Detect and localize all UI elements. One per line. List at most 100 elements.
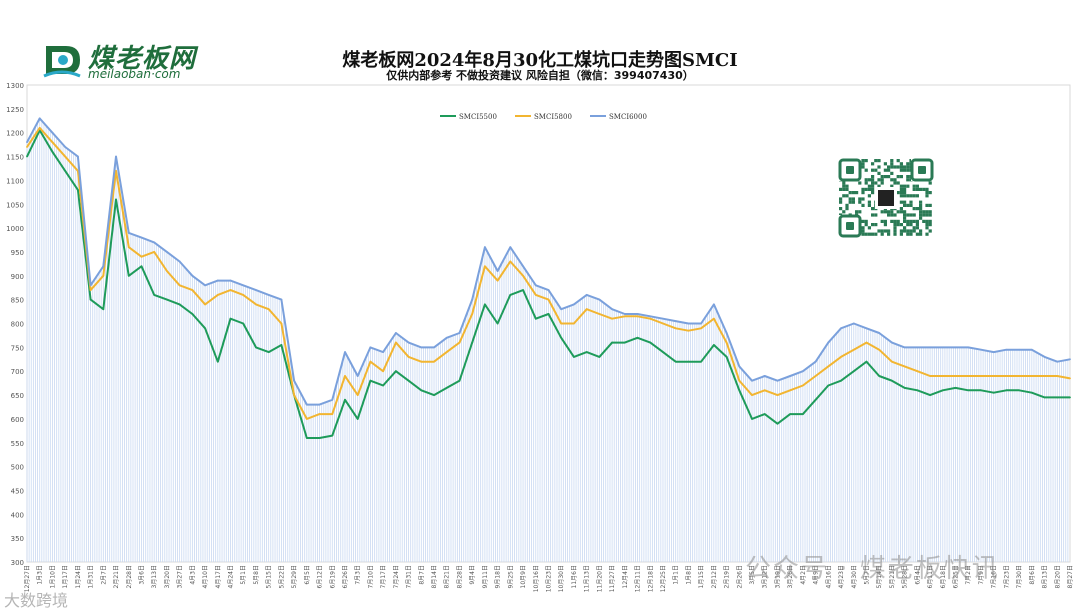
data-point-smci5500 [242,322,245,325]
logo-brand: 煤老板网 [88,44,197,74]
qr-module [890,219,894,223]
data-point-smci6000 [649,315,652,318]
data-point-smci5800 [738,379,741,382]
qr-module [915,232,919,236]
data-point-smci6000 [127,231,130,234]
x-tick-label: 4月30日 [851,565,858,588]
data-point-smci6000 [827,341,830,344]
x-tick-label: 7月2日 [965,565,972,585]
qr-module [906,175,910,179]
data-point-smci5800 [585,308,588,311]
data-point-smci6000 [585,293,588,296]
qr-module [922,210,926,214]
data-point-smci5800 [954,375,957,377]
qr-module [874,232,878,236]
data-point-smci5800 [26,146,28,148]
data-point-smci5800 [1069,377,1071,380]
qr-module [861,226,865,230]
qr-module [893,223,897,227]
qr-module [919,229,923,233]
qr-module [903,226,907,230]
data-point-smci6000 [64,146,67,148]
qr-module [867,232,871,236]
data-point-smci6000 [89,284,92,287]
qr-module [909,203,913,207]
qr-module [883,223,887,227]
x-tick-label: 12月11日 [635,565,642,592]
data-point-smci6000 [242,284,245,287]
qr-module [912,229,916,233]
data-point-smci5500 [229,317,232,320]
data-point-smci5500 [636,336,639,339]
x-tick-label: 6月5日 [304,565,311,585]
data-point-smci6000 [305,403,308,406]
qr-module [919,200,923,204]
qr-module [877,165,881,169]
data-point-smci5500 [967,389,970,392]
x-tick-label: 11月6日 [571,565,578,588]
qr-module [867,194,871,198]
qr-module [903,187,907,191]
data-point-smci5500 [509,293,512,296]
data-point-smci5500 [166,298,168,301]
qr-module [903,219,907,223]
data-point-smci5500 [191,313,194,315]
data-point-smci5800 [903,365,906,368]
qr-module [906,168,910,172]
data-point-smci6000 [674,320,677,323]
data-point-smci6000 [840,327,842,330]
data-point-smci5800 [674,327,677,330]
qr-module [883,162,887,166]
qr-module [899,223,903,227]
qr-module [925,219,929,223]
x-tick-label: 3月19日 [774,565,781,588]
x-tick-label: 6月25日 [953,565,960,588]
data-point-smci5500 [649,341,652,344]
data-point-smci6000 [891,341,893,344]
qr-module [919,207,923,211]
qr-module [903,168,907,172]
x-tick-label: 2月26日 [736,565,743,588]
qr-module [906,178,910,182]
logo-site: meilaoban·com [88,67,181,81]
data-point-smci5500 [980,389,982,392]
x-tick-label: 8月14日 [431,565,438,588]
qr-module [883,175,887,179]
data-point-smci6000 [560,308,563,311]
data-point-smci6000 [700,322,703,325]
x-tick-label: 10月9日 [520,565,527,588]
data-point-smci5500 [445,386,448,389]
data-point-smci5800 [941,375,944,377]
qr-module [912,226,916,230]
data-point-smci6000 [191,274,194,277]
data-point-smci5500 [522,289,524,292]
x-tick-label: 2月28日 [126,565,133,588]
x-tick-label: 3月13日 [151,565,158,588]
data-point-smci5800 [305,418,308,420]
qr-module [861,187,865,191]
x-tick-label: 7月31日 [406,565,413,588]
data-point-smci5500 [305,437,308,439]
data-point-smci5500 [852,370,855,373]
qr-module [887,210,891,214]
data-point-smci6000 [496,270,499,272]
qr-module [925,191,929,195]
data-point-smci5500 [865,360,868,363]
qr-module [925,223,929,227]
data-point-smci6000 [484,246,486,249]
qr-module [855,191,859,195]
qr-module [928,213,932,217]
qr-module [842,210,846,214]
data-point-smci6000 [725,332,728,334]
qr-module [912,219,916,223]
qr-module [887,213,891,217]
data-point-smci6000 [369,346,372,349]
qr-module [874,159,878,163]
data-point-smci5800 [166,270,168,272]
data-point-smci5800 [649,317,652,320]
qr-module [899,194,903,198]
qr-module [906,232,910,236]
x-tick-label: 1月31日 [88,565,95,588]
qr-module [883,168,887,172]
x-tick-label: 10月16日 [533,565,540,592]
